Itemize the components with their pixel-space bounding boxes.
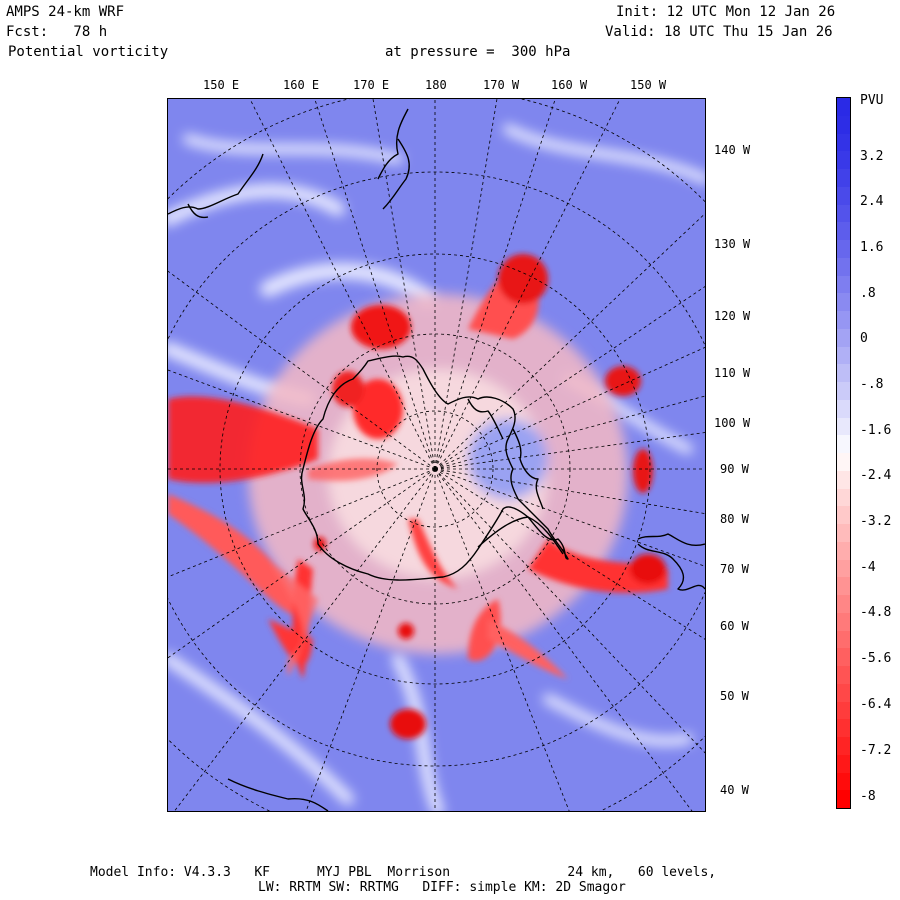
colorbar-step [837, 346, 850, 365]
colorbar-step [837, 772, 850, 791]
colorbar-step [837, 524, 850, 542]
colorbar-tick-label: .8 [860, 286, 876, 301]
colorbar-step [837, 719, 850, 737]
colorbar-tick-label: -6.4 [860, 697, 892, 712]
model-physics: LW: RRTM SW: RRTMG DIFF: simple KM: 2D S… [258, 880, 626, 895]
colorbar-step [837, 98, 850, 116]
colorbar-tick-label: -8 [860, 789, 876, 804]
colorbar-step [837, 364, 850, 382]
colorbar-step [837, 115, 850, 134]
colorbar-step [837, 435, 850, 453]
colorbar-step [837, 683, 850, 702]
lon-label-top: 170 E [353, 78, 390, 92]
colorbar-step [837, 541, 850, 560]
lon-label-top: 180 [425, 78, 447, 92]
colorbar-step [837, 399, 850, 418]
colorbar-step [837, 222, 850, 240]
colorbar-tick-label: -1.6 [860, 423, 892, 438]
lon-label-top: 160 W [551, 78, 588, 92]
valid-time: Valid: 18 UTC Thu 15 Jan 26 [605, 24, 833, 40]
colorbar-step [837, 790, 850, 808]
colorbar-step [837, 328, 850, 347]
colorbar-step [837, 293, 850, 311]
lon-label-right: 50 W [720, 689, 749, 703]
lon-label-right: 80 W [720, 512, 749, 526]
lon-label-right: 60 W [720, 619, 749, 633]
model-info: Model Info: V4.3.3 KF MYJ PBL Morrison 2… [90, 865, 717, 880]
lon-label-top: 150 E [203, 78, 240, 92]
colorbar-unit: PVU [860, 93, 884, 108]
lon-label-right: 90 W [720, 462, 749, 476]
lon-label-right: 130 W [714, 237, 751, 251]
colorbar-tick-label: -4 [860, 560, 876, 575]
colorbar-tick-label: -3.2 [860, 514, 892, 529]
colorbar-tick-label: 0 [860, 331, 868, 346]
colorbar-step [837, 186, 850, 205]
colorbar-step [837, 754, 850, 773]
colorbar-step [837, 470, 850, 489]
lon-label-right: 40 W [720, 783, 749, 797]
forecast-hour: Fcst: 78 h [6, 24, 108, 40]
colorbar-tick-label: 1.6 [860, 240, 884, 255]
colorbar-step [837, 204, 850, 223]
lon-label-right: 110 W [714, 366, 751, 380]
colorbar-step [837, 453, 850, 471]
colorbar-step [837, 240, 850, 258]
colorbar-step [837, 506, 850, 524]
lat-lon-grid [168, 99, 705, 811]
potential-vorticity-map [167, 98, 706, 812]
coastlines [168, 108, 705, 811]
colorbar-tick-label: -7.2 [860, 743, 892, 758]
colorbar-tick-label: 2.4 [860, 194, 884, 209]
colorbar-step [837, 275, 850, 294]
colorbar-step [837, 169, 850, 187]
colorbar-step [837, 595, 850, 613]
model-title: AMPS 24-km WRF [6, 4, 125, 20]
colorbar-step [837, 382, 850, 400]
colorbar-tick-label: -2.4 [860, 468, 892, 483]
colorbar-tick-label: -4.8 [860, 605, 892, 620]
init-time: Init: 12 UTC Mon 12 Jan 26 [616, 4, 836, 20]
colorbar-step [837, 151, 850, 169]
colorbar-tick-label: 3.2 [860, 149, 884, 164]
colorbar-step [837, 488, 850, 507]
lon-label-top: 160 E [283, 78, 320, 92]
colorbar-tick-label: -5.6 [860, 651, 892, 666]
colorbar-step [837, 559, 850, 578]
colorbar-step [837, 648, 850, 666]
lon-label-top: 170 W [483, 78, 520, 92]
colorbar-step [837, 630, 850, 649]
colorbar-step [837, 666, 850, 684]
lon-label-right: 140 W [714, 143, 751, 157]
pv-colorbar [836, 97, 851, 809]
colorbar-step [837, 417, 850, 436]
colorbar-step [837, 701, 850, 720]
lon-label-right: 100 W [714, 416, 751, 430]
colorbar-step [837, 133, 850, 152]
lon-label-top: 150 W [630, 78, 667, 92]
colorbar-step [837, 612, 850, 631]
pressure-level: at pressure = 300 hPa [385, 44, 571, 60]
pv-high-negative-filaments [168, 254, 668, 739]
field-name: Potential vorticity [8, 44, 169, 60]
colorbar-step [837, 311, 850, 329]
colorbar-step [837, 577, 850, 595]
colorbar-tick-label: -.8 [860, 377, 884, 392]
lon-label-right: 70 W [720, 562, 749, 576]
lon-label-right: 120 W [714, 309, 751, 323]
colorbar-step [837, 737, 850, 755]
colorbar-step [837, 257, 850, 276]
